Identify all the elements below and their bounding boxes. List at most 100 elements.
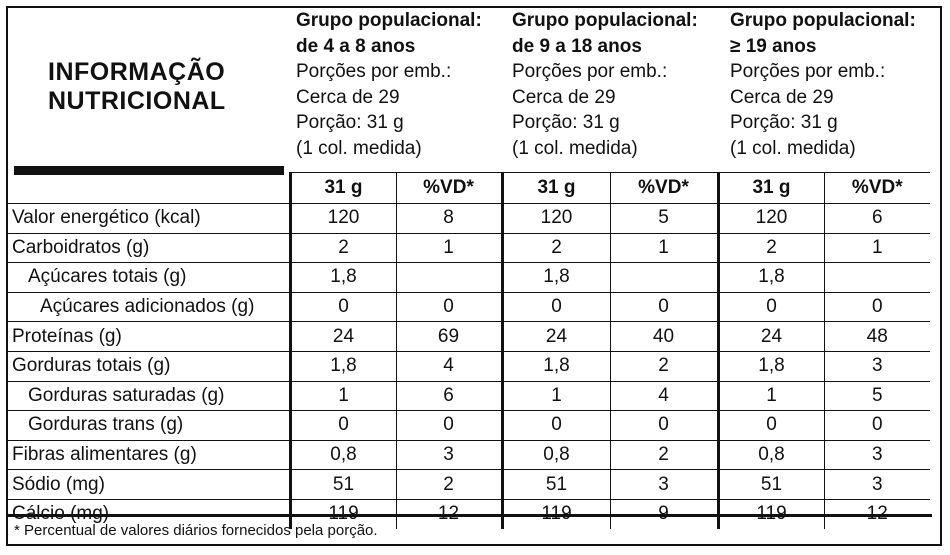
amount-cell: 1 bbox=[716, 380, 824, 411]
group-heading: Grupo populacional: bbox=[512, 10, 698, 31]
column-header: %VD* bbox=[609, 172, 718, 204]
nutrition-table: 31 g %VD* 31 g %VD* 31 g %VD* Valor ener… bbox=[8, 172, 930, 529]
daily-value-cell: 5 bbox=[823, 380, 930, 411]
table-row: Gorduras trans (g) 0 0 0 0 0 0 bbox=[8, 410, 930, 441]
nutrient-name: Açúcares totais (g) bbox=[8, 262, 290, 293]
servings-value: Cerca de 29 bbox=[512, 86, 616, 108]
daily-value-cell: 1 bbox=[609, 232, 718, 263]
amount-cell: 51 bbox=[500, 469, 610, 500]
group-age: ≥ 19 anos bbox=[730, 35, 817, 57]
amount-cell: 119 bbox=[288, 498, 396, 529]
nutrient-name: Proteínas (g) bbox=[8, 321, 290, 352]
daily-value-cell: 3 bbox=[609, 469, 718, 500]
amount-cell: 24 bbox=[288, 321, 396, 352]
daily-value-cell: 3 bbox=[823, 439, 930, 470]
daily-value-cell: 0 bbox=[609, 291, 718, 322]
group-age: de 9 a 18 anos bbox=[512, 35, 642, 57]
amount-cell: 0 bbox=[716, 291, 824, 322]
amount-cell: 0,8 bbox=[500, 439, 610, 470]
daily-value-cell: 9 bbox=[609, 498, 718, 529]
nutrient-name: Cálcio (mg) bbox=[8, 498, 290, 529]
table-row: Carboidratos (g) 2 1 2 1 2 1 bbox=[8, 232, 930, 263]
column-header: 31 g bbox=[288, 172, 396, 204]
footnote: * Percentual de valores diários fornecid… bbox=[14, 522, 378, 539]
daily-value-cell: 3 bbox=[395, 439, 502, 470]
daily-value-cell: 48 bbox=[823, 321, 930, 352]
portion-measure: (1 col. medida) bbox=[296, 137, 422, 159]
daily-value-cell: 6 bbox=[823, 203, 930, 234]
daily-value-cell: 3 bbox=[823, 469, 930, 500]
servings-label: Porções por emb.: bbox=[512, 61, 668, 83]
daily-value-cell: 40 bbox=[609, 321, 718, 352]
group-header-2: Grupo populacional: de 9 a 18 anos Porçõ… bbox=[512, 8, 698, 162]
title-rule bbox=[14, 166, 284, 175]
portion: Porção: 31 g bbox=[730, 112, 838, 134]
amount-cell: 120 bbox=[500, 203, 610, 234]
amount-cell: 24 bbox=[716, 321, 824, 352]
amount-cell: 1 bbox=[288, 380, 396, 411]
daily-value-cell: 0 bbox=[823, 410, 930, 441]
daily-value-cell bbox=[609, 262, 718, 293]
daily-value-cell: 3 bbox=[823, 350, 930, 382]
footnote-rule bbox=[8, 514, 932, 517]
label-title-line1: INFORMAÇÃO bbox=[48, 58, 226, 86]
servings-value: Cerca de 29 bbox=[730, 86, 834, 108]
group-header-3: Grupo populacional: ≥ 19 anos Porções po… bbox=[730, 8, 916, 162]
table-row: Fibras alimentares (g) 0,8 3 0,8 2 0,8 3 bbox=[8, 439, 930, 470]
group-heading: Grupo populacional: bbox=[296, 10, 482, 31]
amount-cell: 51 bbox=[716, 469, 824, 500]
amount-cell: 24 bbox=[500, 321, 610, 352]
amount-cell: 0 bbox=[500, 291, 610, 322]
table-row: Gorduras saturadas (g) 1 6 1 4 1 5 bbox=[8, 380, 930, 411]
amount-cell: 0 bbox=[500, 410, 610, 441]
table-row: Açúcares adicionados (g) 0 0 0 0 0 0 bbox=[8, 291, 930, 322]
daily-value-cell: 0 bbox=[395, 291, 502, 322]
portion: Porção: 31 g bbox=[296, 112, 404, 134]
amount-cell: 1,8 bbox=[716, 350, 824, 382]
daily-value-cell: 0 bbox=[609, 410, 718, 441]
nutrient-name: Gorduras saturadas (g) bbox=[8, 380, 290, 411]
daily-value-cell bbox=[823, 262, 930, 293]
amount-cell: 120 bbox=[288, 203, 396, 234]
servings-label: Porções por emb.: bbox=[730, 61, 886, 83]
amount-cell: 1,8 bbox=[500, 262, 610, 293]
nutrient-name: Açúcares adicionados (g) bbox=[8, 291, 290, 322]
amount-cell: 1 bbox=[500, 380, 610, 411]
amount-cell: 119 bbox=[716, 498, 824, 529]
amount-cell: 1,8 bbox=[500, 350, 610, 382]
label-title: INFORMAÇÃO NUTRICIONAL bbox=[48, 58, 288, 116]
nutrient-name: Gorduras trans (g) bbox=[8, 410, 290, 441]
portion: Porção: 31 g bbox=[512, 112, 620, 134]
table-row: Açúcares totais (g) 1,8 1,8 1,8 bbox=[8, 262, 930, 293]
nutrient-name: Gorduras totais (g) bbox=[8, 350, 290, 382]
amount-cell: 0 bbox=[716, 410, 824, 441]
amount-cell: 2 bbox=[716, 232, 824, 263]
daily-value-cell: 12 bbox=[823, 498, 930, 529]
amount-cell: 2 bbox=[288, 232, 396, 263]
amount-cell: 0,8 bbox=[288, 439, 396, 470]
table-row: Sódio (mg) 51 2 51 3 51 3 bbox=[8, 469, 930, 500]
daily-value-cell: 0 bbox=[395, 410, 502, 441]
header-blank bbox=[8, 173, 290, 204]
group-age: de 4 a 8 anos bbox=[296, 35, 416, 57]
table-row: Valor energético (kcal) 120 8 120 5 120 6 bbox=[8, 203, 930, 234]
portion-measure: (1 col. medida) bbox=[512, 137, 638, 159]
amount-cell: 0 bbox=[288, 410, 396, 441]
amount-cell: 51 bbox=[288, 469, 396, 500]
amount-cell: 0,8 bbox=[716, 439, 824, 470]
table-row: Cálcio (mg)11912119911912 bbox=[8, 498, 930, 529]
column-header: %VD* bbox=[823, 172, 930, 204]
amount-cell: 0 bbox=[288, 291, 396, 322]
table-row: Gorduras totais (g) 1,8 4 1,8 2 1,8 3 bbox=[8, 350, 930, 382]
amount-cell: 2 bbox=[500, 232, 610, 263]
daily-value-cell: 2 bbox=[609, 350, 718, 382]
amount-cell: 119 bbox=[500, 498, 610, 529]
daily-value-cell: 12 bbox=[395, 498, 502, 529]
table-row: Proteínas (g) 24 69 24 40 24 48 bbox=[8, 321, 930, 352]
daily-value-cell: 4 bbox=[609, 380, 718, 411]
daily-value-cell: 6 bbox=[395, 380, 502, 411]
amount-cell: 1,8 bbox=[716, 262, 824, 293]
daily-value-cell: 5 bbox=[609, 203, 718, 234]
column-header-row: 31 g %VD* 31 g %VD* 31 g %VD* bbox=[8, 172, 930, 204]
portion-measure: (1 col. medida) bbox=[730, 137, 856, 159]
